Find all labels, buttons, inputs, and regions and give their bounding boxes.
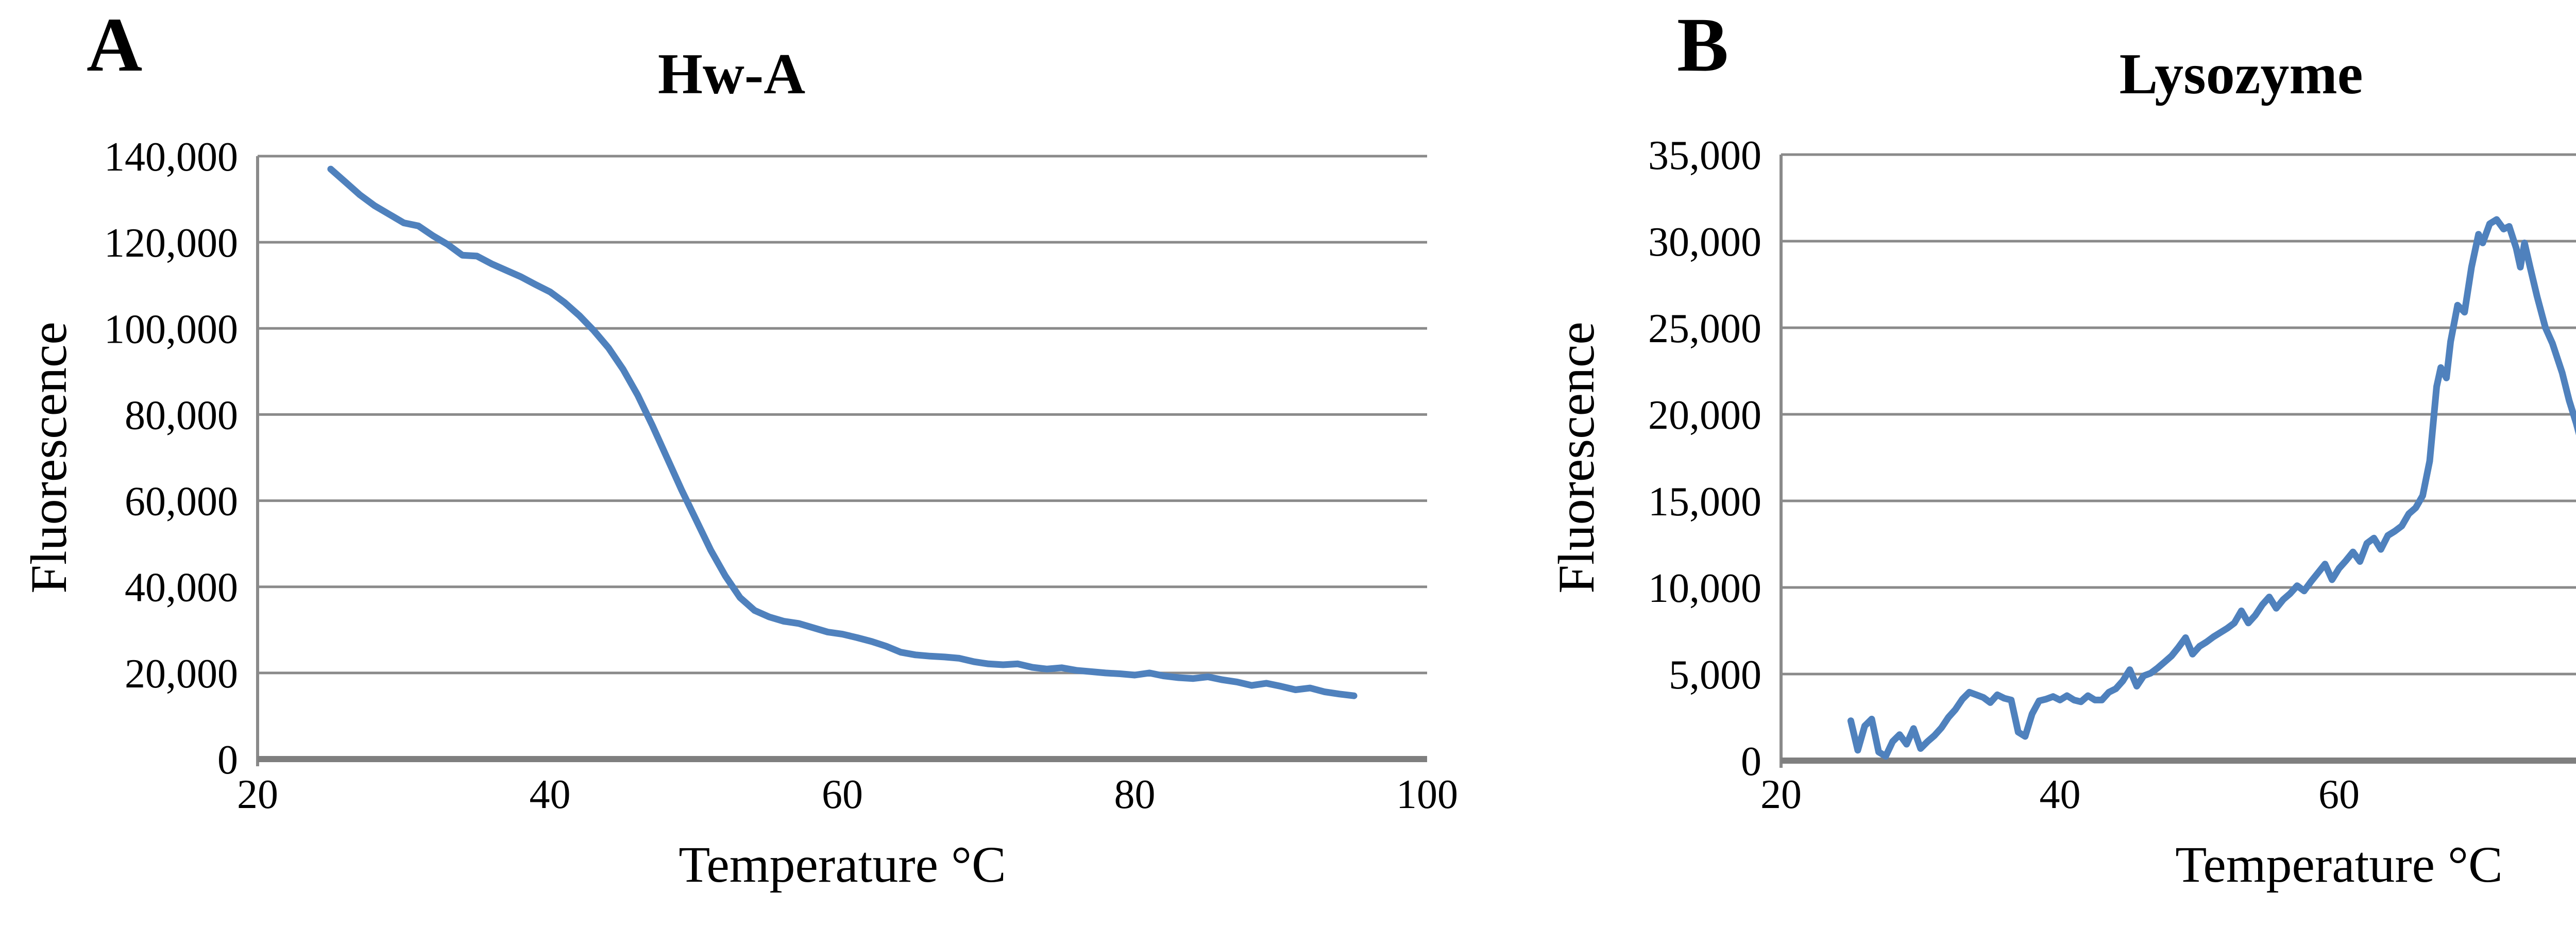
panel-letter-a: A [87,2,143,88]
x-axis-title-b: Temperature °C [2175,836,2503,893]
y-tick-label: 35,000 [1648,133,1761,178]
x-tick-label: 40 [2040,772,2081,817]
x-tick-label: 100 [1396,772,1458,817]
x-tick-label: 80 [1114,772,1156,817]
y-tick-label: 100,000 [104,307,238,352]
y-tick-label: 140,000 [104,134,238,180]
chart-title-lysozyme: Lysozyme [2119,42,2363,106]
panel-letter-b: B [1677,2,1729,88]
gridlines [1781,153,2576,676]
x-tick-label: 20 [237,772,278,817]
x-axis-title-a: Temperature °C [679,836,1006,893]
y-tick-label: 60,000 [125,479,238,525]
y-tick-label: 120,000 [104,221,238,266]
x-tick-label: 60 [822,772,863,817]
y-tick-label: 30,000 [1648,220,1761,265]
series-line-lysozyme [1847,216,2576,760]
y-tick-label: 20,000 [1648,393,1761,438]
panel-a-plot: 0 20,000 40,000 60,000 80,000 100,000 120,000 1… [104,134,1458,817]
y-tick-label: 20,000 [125,651,238,697]
chart-title-hw-a: Hw-A [657,42,806,106]
x-tick-label: 20 [1760,772,1802,817]
x-tick-label: 60 [2318,772,2360,817]
y-axis-title-b: Fluorescence [1548,322,1605,594]
y-tick-label: 0 [1741,739,1761,784]
panel-b-plot: 0 5,000 10,000 15,000 20,000 25,000 30,000 35,0… [1648,133,2576,817]
y-tick-label: 15,000 [1648,479,1761,525]
x-tick-label: 40 [530,772,571,817]
y-tick-label: 80,000 [125,393,238,438]
series-line-hw-a [327,165,1358,699]
y-tick-label: 40,000 [125,565,238,611]
y-axis-title-a: Fluorescence [20,322,77,594]
y-tick-label: 10,000 [1648,566,1761,611]
y-tick-label: 5,000 [1669,652,1761,698]
y-tick-label: 0 [217,737,238,783]
y-tick-label: 25,000 [1648,306,1761,351]
gridlines [258,155,1427,675]
